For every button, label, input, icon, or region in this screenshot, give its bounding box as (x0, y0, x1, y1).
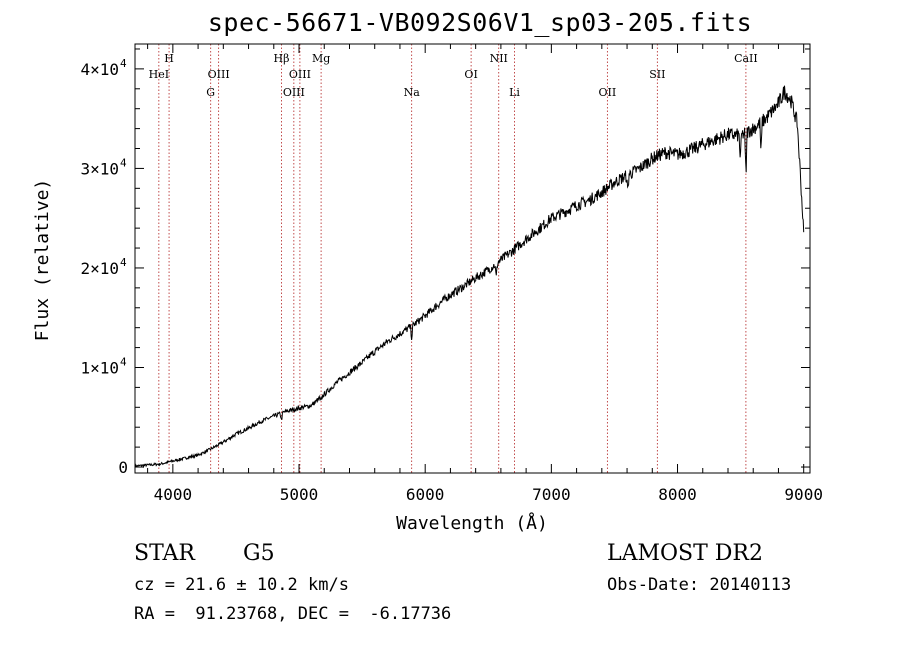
y-tick-exponent: 4 (120, 57, 127, 70)
spectral-line-label: Mg (312, 52, 330, 65)
spectral-line-label: Hβ (274, 52, 290, 65)
spectral-line-label: OIII (289, 68, 311, 81)
ra-dec-coordinates: RA = 91.23768, DEC = -6.17736 (134, 604, 452, 624)
observation-date: Obs-Date: 20140113 (607, 575, 792, 595)
y-tick-exponent: 4 (120, 256, 127, 269)
y-tick-label: 2×10 (80, 259, 119, 278)
plot-frame (134, 43, 811, 474)
x-tick-label: 5000 (280, 485, 319, 504)
chart-title: spec-56671-VB092S06V1_sp03-205.fits (207, 8, 753, 37)
spectral-line-label: NII (490, 52, 508, 65)
spectrum-line (134, 85, 805, 469)
y-tick-label: 4×10 (80, 60, 119, 79)
x-tick-label: 8000 (658, 485, 697, 504)
spectral-line-label: OIII (208, 68, 230, 81)
x-tick-label: 4000 (154, 485, 193, 504)
y-tick-exponent: 4 (120, 156, 127, 169)
spectral-line-label: Li (509, 86, 520, 99)
object-subclass: G5 (243, 541, 275, 566)
spectral-line-label: CaII (734, 52, 758, 65)
y-tick-label: 0 (118, 458, 128, 477)
spectral-line-label: OII (599, 86, 617, 99)
spectral-line-label: G (206, 86, 215, 99)
spectral-line-label: OIII (283, 86, 305, 99)
y-tick-label: 1×10 (80, 358, 119, 377)
y-tick-label: 3×10 (80, 159, 119, 178)
object-class: STAR (134, 541, 195, 566)
spectral-line-label: Na (404, 86, 421, 99)
y-axis-label: Flux (relative) (32, 179, 53, 342)
redshift-cz: cz = 21.6 ± 10.2 km/s (134, 575, 349, 595)
spectral-line-label: H (164, 52, 174, 65)
spectral-line-label: OI (464, 68, 477, 81)
spectral-line-label: HeI (149, 68, 169, 81)
x-axis-label: Wavelength (Å) (396, 512, 548, 534)
x-tick-label: 9000 (784, 485, 823, 504)
y-tick-exponent: 4 (120, 355, 127, 368)
spectral-line-label: SII (649, 68, 665, 81)
survey-name: LAMOST DR2 (607, 541, 763, 566)
x-tick-label: 7000 (532, 485, 571, 504)
x-tick-label: 6000 (406, 485, 445, 504)
